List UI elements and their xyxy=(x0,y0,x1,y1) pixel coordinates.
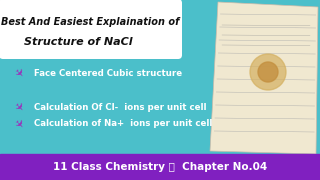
Bar xyxy=(0,154,320,180)
FancyBboxPatch shape xyxy=(0,0,182,59)
Circle shape xyxy=(258,62,278,82)
Text: ✈: ✈ xyxy=(11,100,25,114)
Text: Structure of NaCl: Structure of NaCl xyxy=(24,37,132,47)
Text: Calculation Of Cl-  ions per unit cell: Calculation Of Cl- ions per unit cell xyxy=(28,102,206,111)
Text: Calculation of Na+  ions per unit cell: Calculation of Na+ ions per unit cell xyxy=(28,120,212,129)
Text: Face Centered Cubic structure: Face Centered Cubic structure xyxy=(28,69,182,78)
Text: ✈: ✈ xyxy=(11,117,25,131)
Text: Best And Easiest Explaination of: Best And Easiest Explaination of xyxy=(1,17,179,27)
Polygon shape xyxy=(210,2,318,154)
Text: 11 Class Chemistry 🍲  Chapter No.04: 11 Class Chemistry 🍲 Chapter No.04 xyxy=(53,162,267,172)
Circle shape xyxy=(250,54,286,90)
Text: ✈: ✈ xyxy=(11,66,25,80)
